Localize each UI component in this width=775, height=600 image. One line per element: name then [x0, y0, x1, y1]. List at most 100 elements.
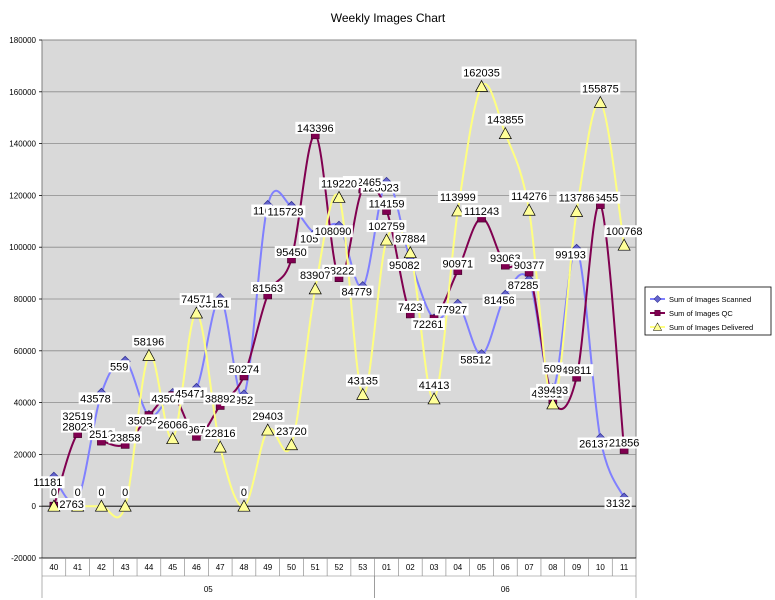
data-label: 113999 — [440, 192, 476, 204]
data-label: 102759 — [368, 221, 405, 233]
x-tick-label: 49 — [263, 563, 272, 572]
data-point — [403, 245, 417, 259]
data-label: 114159 — [369, 199, 405, 211]
x-tick-label: 41 — [73, 563, 82, 572]
x-tick-label: 50 — [287, 563, 296, 572]
data-label-box — [437, 190, 478, 203]
data-label-box — [97, 486, 106, 499]
x-tick-label: 01 — [382, 563, 391, 572]
data-label: 155875 — [582, 83, 619, 95]
data-label-box — [604, 225, 645, 238]
data-label: 143396 — [297, 123, 334, 135]
data-point — [142, 348, 156, 361]
data-label: 95082 — [389, 260, 420, 272]
data-label: 143855 — [487, 115, 524, 127]
data-label: 74571 — [181, 294, 212, 306]
data-label: 26066 — [157, 420, 188, 432]
y-tick-label: 120000 — [9, 191, 36, 200]
data-label-box — [250, 410, 285, 423]
data-point — [261, 423, 275, 436]
data-label: 2763 — [59, 499, 83, 511]
x-tick-label: 42 — [97, 563, 106, 572]
data-point — [356, 387, 370, 400]
data-label-box — [274, 424, 309, 437]
data-label: 967 — [187, 424, 205, 436]
data-label-box — [87, 428, 115, 441]
y-tick-label: 80000 — [14, 295, 37, 304]
x-tick-label: 06 — [501, 563, 510, 572]
data-label: 43578 — [80, 393, 111, 405]
legend-label: Sum of Images QC — [669, 309, 733, 318]
data-label: 35054 — [128, 415, 159, 427]
data-label: 113786 — [559, 192, 595, 204]
data-point — [94, 499, 108, 512]
data-label-box — [577, 437, 612, 450]
x-tick-label: 43 — [121, 563, 130, 572]
data-label-box — [58, 498, 86, 511]
x-tick-label: 07 — [525, 563, 534, 572]
data-label: 7423 — [398, 302, 422, 314]
data-label-box — [108, 431, 142, 444]
data-label-box — [298, 268, 332, 281]
data-label-box — [580, 82, 621, 95]
data-label-box — [411, 318, 445, 331]
data-label-box — [49, 486, 59, 499]
data-label-box — [461, 205, 502, 218]
data-label: 77927 — [437, 304, 468, 316]
x-tick-label: 08 — [548, 563, 557, 572]
data-label: 23858 — [110, 432, 141, 444]
x-tick-label: 47 — [216, 563, 225, 572]
data-point — [284, 438, 299, 451]
data-label-box — [108, 360, 130, 373]
data-point — [237, 499, 251, 512]
data-point — [379, 233, 394, 246]
data-label: 87285 — [508, 280, 539, 292]
x-tick-label: 05 — [477, 563, 486, 572]
data-label: 43135 — [347, 375, 378, 387]
data-point — [617, 238, 631, 251]
data-label-box — [185, 423, 207, 436]
data-label: 72261 — [413, 319, 444, 331]
data-label-box — [488, 252, 523, 265]
data-labels: 1118127634357855935054435074547180151429… — [31, 66, 645, 511]
data-label-box — [295, 121, 336, 134]
data-label: 83907 — [300, 270, 331, 282]
y-tick-label: 140000 — [9, 140, 36, 149]
data-label-box — [461, 66, 502, 79]
x-group-label: 06 — [501, 585, 510, 594]
data-label: 2513 — [89, 429, 113, 441]
data-label-box — [458, 353, 493, 366]
legend-label: Sum of Images Scanned — [669, 295, 751, 304]
data-label: 38892 — [205, 393, 236, 405]
data-label-box — [313, 225, 353, 238]
data-label-box — [509, 190, 549, 203]
data-label: 119220 — [321, 178, 357, 190]
data-label: 0 — [241, 487, 247, 499]
data-label-box — [512, 259, 546, 272]
data-point — [570, 204, 584, 217]
y-tick-label: 20000 — [14, 450, 37, 459]
x-tick-label: 03 — [430, 563, 439, 572]
data-label-box — [366, 220, 407, 233]
legend-marker — [654, 309, 661, 317]
x-tick-label: 45 — [168, 563, 177, 572]
data-label-box — [340, 285, 374, 298]
data-label: 0 — [122, 487, 128, 499]
data-label-box — [393, 232, 428, 245]
data-label: 29403 — [252, 411, 283, 423]
y-tick-label: 100000 — [9, 243, 36, 252]
data-label: 21856 — [609, 438, 640, 450]
x-group-label: 05 — [204, 585, 213, 594]
data-label-box — [155, 418, 190, 431]
data-label-box — [556, 191, 597, 204]
x-tick-label: 44 — [144, 563, 153, 572]
data-label-box — [227, 362, 261, 375]
data-point — [189, 306, 204, 319]
x-tick-label: 04 — [453, 563, 462, 572]
data-label: 100768 — [606, 226, 643, 238]
data-label: 559 — [110, 361, 128, 373]
data-label-box — [482, 294, 517, 307]
data-label: 45471 — [175, 388, 206, 400]
x-tick-label: 48 — [240, 563, 249, 572]
data-label-box — [203, 427, 237, 440]
